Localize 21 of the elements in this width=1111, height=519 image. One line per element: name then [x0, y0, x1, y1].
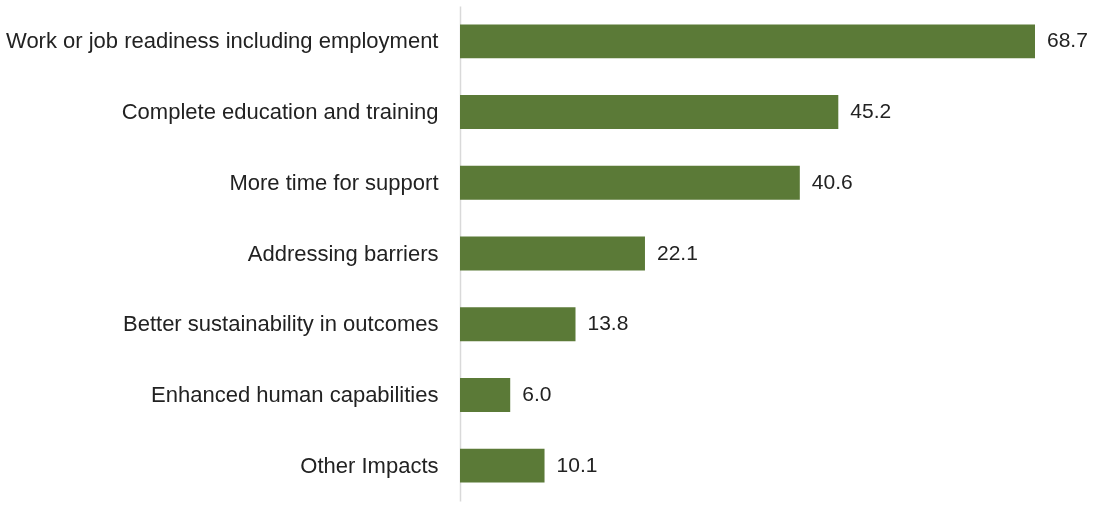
y-tick-label: Better sustainability in outcomes [123, 311, 439, 337]
y-tick-label: More time for support [229, 169, 439, 195]
data-label: 68.7 [1047, 28, 1088, 52]
bar [460, 307, 576, 342]
data-label: 6.0 [522, 381, 552, 405]
bar [460, 95, 839, 130]
data-label: 10.1 [556, 452, 598, 476]
bar [460, 165, 800, 200]
y-tick-label: Addressing barriers [247, 240, 439, 266]
y-tick-label: Complete education and training [121, 99, 439, 125]
bar [460, 24, 1035, 59]
y-tick-label: Enhanced human capabilities [151, 381, 439, 407]
data-label: 13.8 [587, 311, 629, 335]
data-label: 40.6 [811, 169, 853, 193]
data-label: 22.1 [656, 240, 698, 264]
bar [460, 448, 545, 483]
y-tick-label: Work or job readiness including employment [6, 28, 439, 54]
bar [460, 236, 645, 271]
bar [460, 377, 511, 412]
y-tick-label: Other Impacts [300, 452, 439, 478]
data-label: 45.2 [850, 99, 892, 123]
